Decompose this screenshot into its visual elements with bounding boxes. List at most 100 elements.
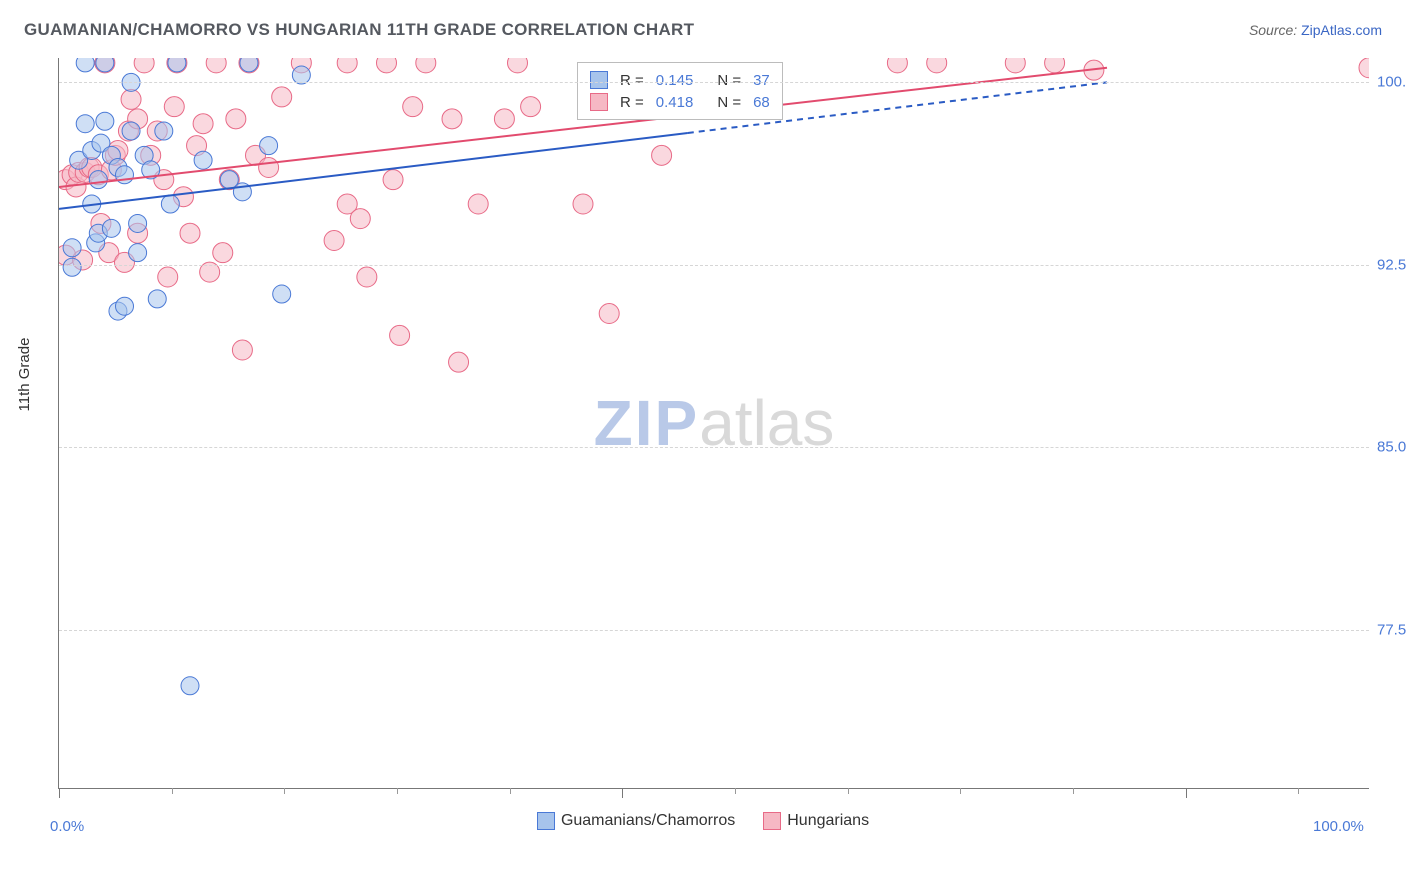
scatter-point-guamanians (240, 58, 258, 72)
legend-n-label: N = (717, 72, 741, 89)
scatter-point-guamanians (102, 219, 120, 237)
scatter-point-hungarians (652, 145, 672, 165)
scatter-point-guamanians (96, 112, 114, 130)
scatter-point-hungarians (134, 58, 154, 73)
scatter-point-hungarians (206, 58, 226, 73)
scatter-point-hungarians (521, 97, 541, 117)
x-tick-minor (284, 788, 285, 794)
scatter-point-hungarians (887, 58, 907, 73)
scatter-point-hungarians (259, 158, 279, 178)
scatter-point-guamanians (161, 195, 179, 213)
series-legend-item-guamanians: Guamanians/Chamorros (537, 812, 735, 830)
scatter-point-hungarians (180, 223, 200, 243)
source-attribution: Source: ZipAtlas.com (1249, 22, 1382, 38)
scatter-point-guamanians (63, 239, 81, 257)
x-tick-minor (960, 788, 961, 794)
legend-r-label: R = (620, 72, 644, 89)
x-tick-minor (172, 788, 173, 794)
y-tick-label: 85.0% (1377, 439, 1406, 456)
source-link[interactable]: ZipAtlas.com (1301, 22, 1382, 38)
scatter-point-hungarians (573, 194, 593, 214)
x-tick-minor (510, 788, 511, 794)
legend-n-label: N = (717, 94, 741, 111)
scatter-point-guamanians (260, 137, 278, 155)
scatter-point-hungarians (158, 267, 178, 287)
scatter-point-hungarians (350, 209, 370, 229)
scatter-plot: ZIPatlas R =0.145N =37R =0.418N =68 77.5… (58, 58, 1369, 789)
legend-swatch (590, 93, 608, 111)
chart-title: GUAMANIAN/CHAMORRO VS HUNGARIAN 11TH GRA… (24, 20, 694, 40)
legend-r-label: R = (620, 94, 644, 111)
gridline-h (59, 447, 1369, 448)
x-tick-major (59, 788, 60, 798)
legend-swatch (590, 71, 608, 89)
scatter-point-hungarians (1005, 58, 1025, 73)
scatter-point-hungarians (164, 97, 184, 117)
scatter-point-hungarians (232, 340, 252, 360)
scatter-point-guamanians (292, 66, 310, 84)
scatter-point-guamanians (194, 151, 212, 169)
scatter-point-hungarians (390, 325, 410, 345)
scatter-point-hungarians (324, 231, 344, 251)
scatter-point-hungarians (383, 170, 403, 190)
scatter-point-hungarians (1359, 58, 1369, 78)
y-axis-label: 11th Grade (16, 338, 33, 412)
scatter-point-hungarians (508, 58, 528, 73)
legend-n-value: 37 (753, 72, 770, 89)
gridline-h (59, 82, 1369, 83)
plot-svg (59, 58, 1369, 788)
gridline-h (59, 630, 1369, 631)
scatter-point-hungarians (494, 109, 514, 129)
correlation-legend: R = 0.145 N = 37 R = 0.418 N = 68 (577, 62, 783, 120)
x-tick-label-right: 100.0% (1313, 818, 1364, 835)
x-tick-minor (1298, 788, 1299, 794)
legend-swatch (537, 812, 555, 830)
y-tick-label: 77.5% (1377, 621, 1406, 638)
scatter-point-hungarians (213, 243, 233, 263)
series-legend-label: Guamanians/Chamorros (561, 812, 735, 830)
scatter-point-guamanians (273, 285, 291, 303)
scatter-point-hungarians (337, 58, 357, 73)
scatter-point-hungarians (226, 109, 246, 129)
scatter-point-guamanians (129, 214, 147, 232)
scatter-point-guamanians (168, 58, 186, 72)
scatter-point-hungarians (442, 109, 462, 129)
scatter-point-guamanians (129, 244, 147, 262)
scatter-point-hungarians (193, 114, 213, 134)
y-tick-label: 100.0% (1377, 74, 1406, 91)
scatter-point-hungarians (121, 89, 141, 109)
scatter-point-guamanians (155, 122, 173, 140)
x-tick-label-left: 0.0% (50, 818, 84, 835)
legend-r-value: 0.418 (656, 94, 694, 111)
y-tick-label: 92.5% (1377, 256, 1406, 273)
legend-row-guamanians: R = 0.145 N = 37 (590, 69, 770, 91)
legend-r-value: 0.145 (656, 72, 694, 89)
scatter-point-hungarians (357, 267, 377, 287)
scatter-point-guamanians (76, 115, 94, 133)
source-label: Source: (1249, 22, 1297, 38)
scatter-point-guamanians (96, 58, 114, 72)
scatter-point-hungarians (449, 352, 469, 372)
legend-n-value: 68 (753, 94, 770, 111)
x-tick-minor (1073, 788, 1074, 794)
series-legend-label: Hungarians (787, 812, 869, 830)
scatter-point-guamanians (122, 122, 140, 140)
legend-swatch (763, 812, 781, 830)
scatter-point-hungarians (403, 97, 423, 117)
scatter-point-hungarians (416, 58, 436, 73)
scatter-point-guamanians (63, 258, 81, 276)
x-tick-minor (848, 788, 849, 794)
scatter-point-hungarians (599, 304, 619, 324)
scatter-point-guamanians (181, 677, 199, 695)
scatter-point-guamanians (89, 171, 107, 189)
x-tick-major (1186, 788, 1187, 798)
scatter-point-guamanians (148, 290, 166, 308)
series-legend-item-hungarians: Hungarians (763, 812, 869, 830)
series-legend: Guamanians/Chamorros Hungarians (0, 812, 1406, 830)
scatter-point-hungarians (468, 194, 488, 214)
x-tick-minor (397, 788, 398, 794)
scatter-point-hungarians (927, 58, 947, 73)
scatter-point-hungarians (1045, 58, 1065, 73)
legend-row-hungarians: R = 0.418 N = 68 (590, 91, 770, 113)
gridline-h (59, 265, 1369, 266)
